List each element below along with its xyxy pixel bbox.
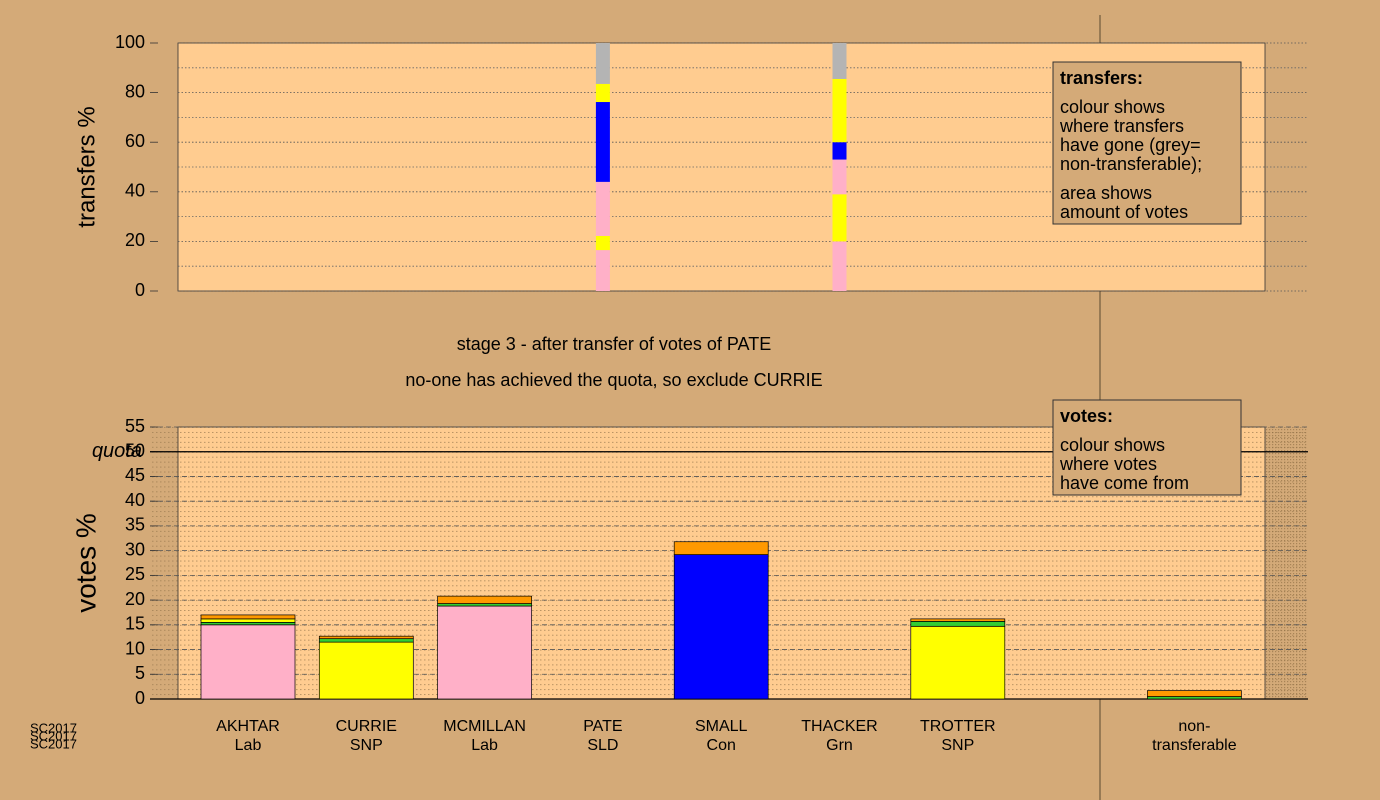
- note-text: colour shows: [1060, 97, 1165, 117]
- y-tick-label: 100: [115, 32, 145, 52]
- watermark: SC2017: [30, 736, 77, 751]
- y-tick-label: 15: [125, 614, 145, 634]
- bar-segment: [318, 635, 414, 640]
- y-tick-label: 35: [125, 515, 145, 535]
- y-tick-label: 10: [125, 638, 145, 658]
- note-text: have gone (grey=: [1060, 135, 1201, 155]
- x-tick-label: AKHTAR: [216, 718, 280, 735]
- y-tick-label: 20: [125, 589, 145, 609]
- bar-segment: [200, 618, 296, 623]
- bar-segment: [200, 614, 296, 620]
- stage-text: no-one has achieved the quota, so exclud…: [405, 370, 822, 390]
- y-tick-label: 40: [125, 490, 145, 510]
- quota-label: quota: [92, 440, 142, 462]
- x-tick-label: non-: [1178, 718, 1210, 735]
- bar-segment: [832, 142, 847, 160]
- bar-segment: [832, 78, 847, 143]
- x-tick-label: CURRIE: [336, 718, 397, 735]
- bar-segment: [832, 159, 847, 195]
- bar-segment: [910, 621, 1006, 627]
- bar-segment: [832, 43, 847, 79]
- y-tick-label: 5: [135, 663, 145, 683]
- x-tick-label: THACKER: [801, 718, 877, 735]
- note-title: votes:: [1060, 406, 1113, 426]
- note-title: transfers:: [1060, 68, 1143, 88]
- x-tick-label: MCMILLAN: [443, 718, 526, 735]
- right-shade: [1265, 427, 1308, 699]
- bar-segment: [595, 83, 610, 103]
- x-tick-label: transferable: [1152, 737, 1237, 754]
- y-axis-label: votes %: [70, 513, 101, 613]
- x-tick-label: SNP: [350, 737, 383, 754]
- bar-segment: [673, 554, 769, 700]
- note-text: amount of votes: [1060, 202, 1188, 222]
- x-tick-label: SMALL: [695, 718, 748, 735]
- x-tick-label: Lab: [235, 737, 262, 754]
- stage-text: stage 3 - after transfer of votes of PAT…: [457, 334, 771, 354]
- bar-segment: [437, 595, 532, 604]
- x-tick-label: Grn: [826, 737, 853, 754]
- x-tick-label: PATE: [583, 718, 622, 735]
- y-tick-label: 25: [125, 564, 145, 584]
- watermark: SC2017: [30, 720, 77, 735]
- bar-segment: [832, 241, 847, 291]
- bar-segment: [437, 603, 532, 607]
- y-axis-label: transfers %: [73, 106, 100, 227]
- x-tick-label: Con: [707, 737, 736, 754]
- bar-segment: [595, 43, 610, 84]
- x-tick-label: TROTTER: [920, 718, 996, 735]
- bar-segment: [595, 235, 610, 251]
- bar-segment: [595, 102, 610, 182]
- bar-segment: [832, 194, 847, 242]
- note-box: [1052, 61, 1242, 225]
- note-text: colour shows: [1060, 435, 1165, 455]
- bar-segment: [595, 181, 610, 236]
- bar-segment: [200, 621, 296, 626]
- bar-segment: [910, 618, 1006, 622]
- note-text: where votes: [1059, 454, 1157, 474]
- bar-segment: [673, 541, 769, 555]
- bar-segment: [318, 641, 414, 700]
- watermark: SC2017: [30, 728, 77, 743]
- y-tick-label: 55: [125, 416, 145, 436]
- y-tick-label: 0: [135, 280, 145, 300]
- bar-segment: [200, 624, 296, 700]
- bar-segment: [595, 250, 610, 291]
- bar-segment: [318, 638, 414, 643]
- y-tick-label: 30: [125, 539, 145, 559]
- note-text: where transfers: [1059, 116, 1184, 136]
- x-tick-label: Lab: [471, 737, 498, 754]
- y-tick-label: 40: [125, 181, 145, 201]
- bar-segment: [1147, 690, 1242, 697]
- x-tick-label: SLD: [587, 737, 618, 754]
- y-tick-label: 80: [125, 81, 145, 101]
- y-tick-label: 20: [125, 230, 145, 250]
- x-tick-label: SNP: [941, 737, 974, 754]
- note-box: [1052, 399, 1242, 496]
- y-tick-label: 0: [135, 688, 145, 708]
- y-tick-label: 60: [125, 131, 145, 151]
- note-text: area shows: [1060, 183, 1152, 203]
- y-tick-label: 50: [125, 440, 145, 460]
- bar-segment: [1147, 696, 1242, 700]
- bar-segment: [910, 625, 1006, 700]
- bar-segment: [437, 605, 532, 700]
- note-text: have come from: [1060, 473, 1189, 493]
- y-tick-label: 45: [125, 465, 145, 485]
- note-text: non-transferable);: [1060, 154, 1202, 174]
